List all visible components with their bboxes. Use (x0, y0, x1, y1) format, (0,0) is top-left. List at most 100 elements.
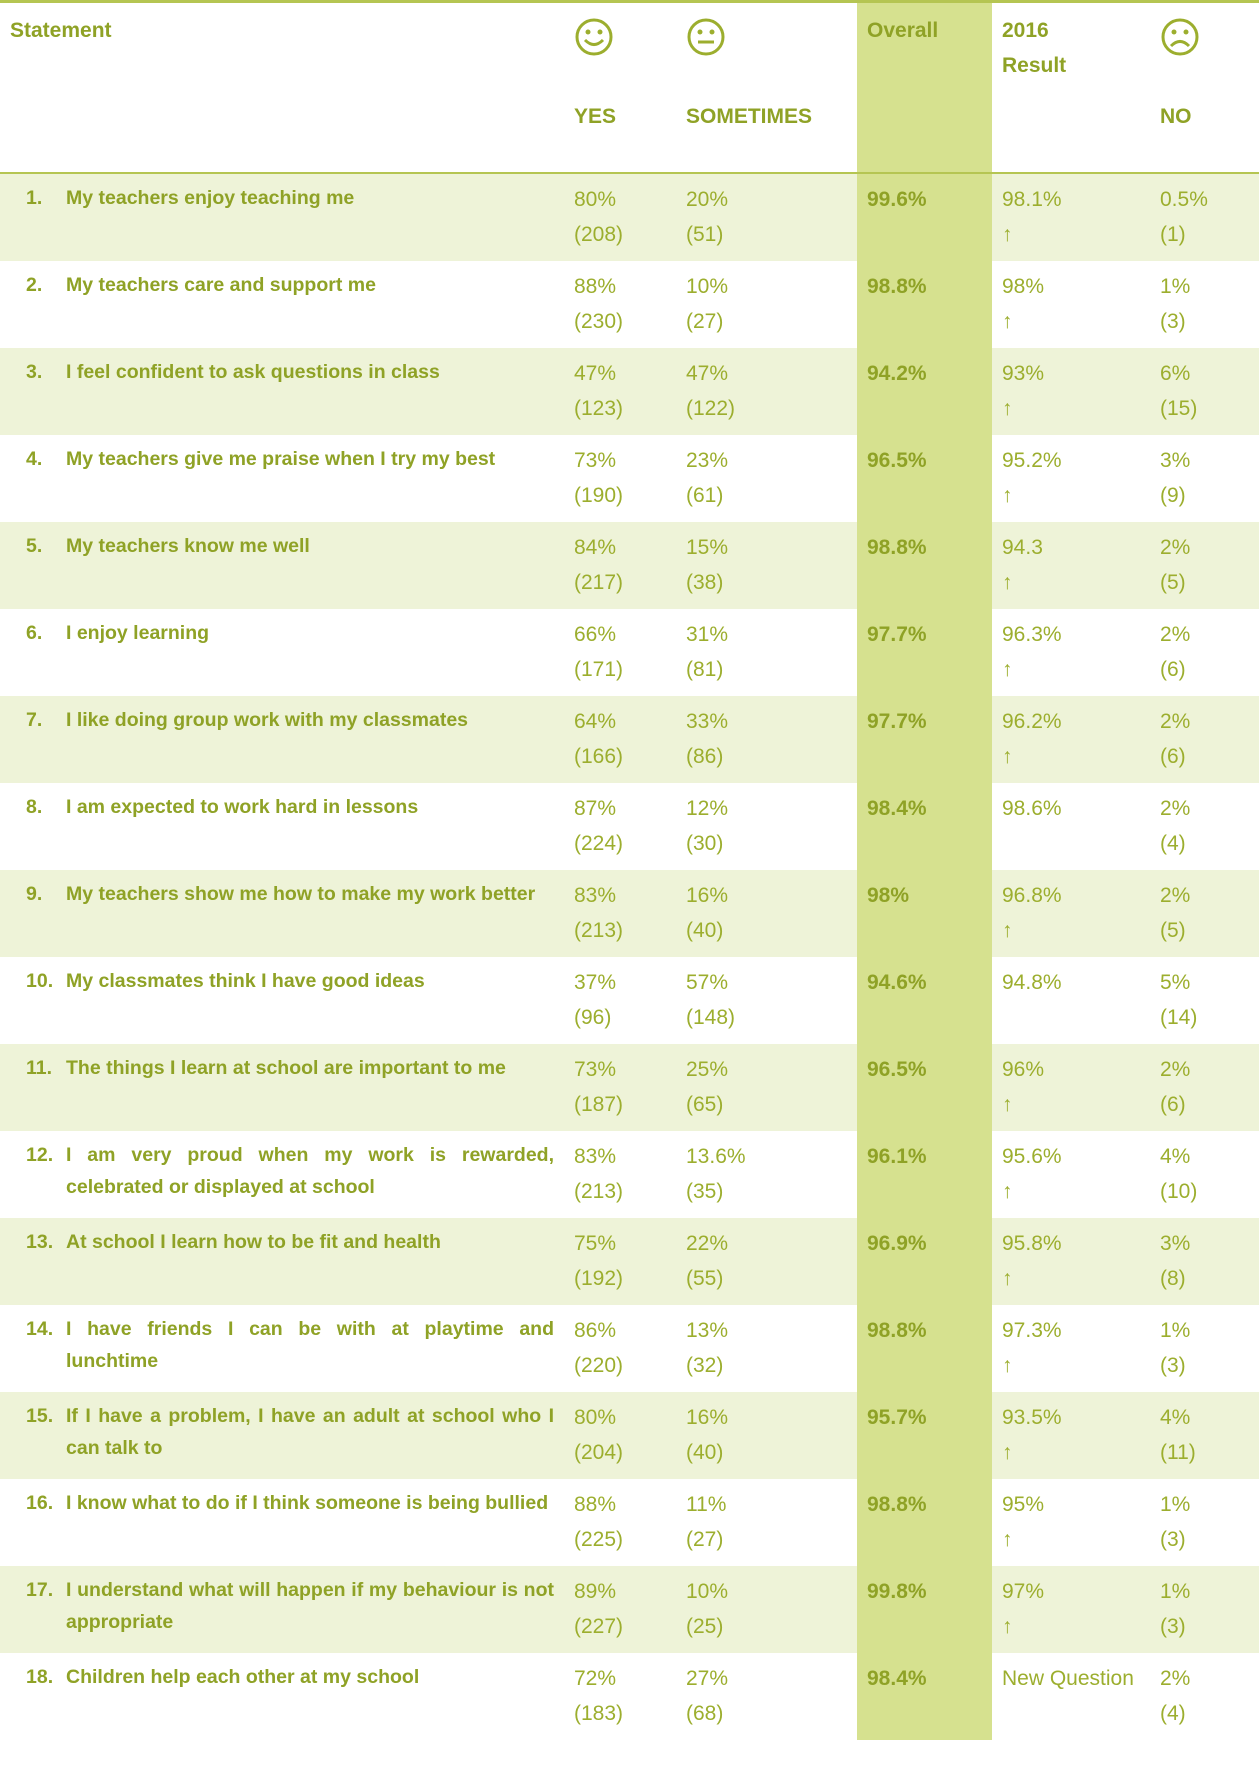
sometimes-cell-value: 13% (686, 1319, 729, 1342)
sometimes-cell-extra: (40) (686, 1441, 724, 1464)
no-cell-extra: (3) (1160, 310, 1186, 333)
statement-wrap: 7. I like doing group work with my classm… (26, 704, 554, 736)
statement-text: At school I learn how to be fit and heal… (66, 1231, 441, 1253)
row-number: 14. (26, 1318, 54, 1340)
statement-wrap: 10. My classmates think I have good ideas (26, 965, 554, 997)
statement-wrap: 1. My teachers enjoy teaching me (26, 182, 554, 214)
sometimes-cell-extra: (122) (686, 397, 736, 420)
yes-cell-value: 88% (574, 275, 617, 298)
row-number: 5. (26, 535, 43, 557)
overall-cell-value: 96.5% (867, 449, 927, 472)
result-2016-cell: 95.8% ↑ (992, 1218, 1150, 1305)
result-2016-cell-extra: ↑ (1002, 919, 1013, 942)
result-2016-cell: 96.3% ↑ (992, 609, 1150, 696)
result-2016-cell-value: New Question (1002, 1667, 1134, 1690)
overall-cell-value: 98.8% (867, 1493, 927, 1516)
overall-cell-value: 99.8% (867, 1580, 927, 1603)
sometimes-cell: 10% (25) (676, 1566, 857, 1653)
yes-cell: 64% (166) (564, 696, 676, 783)
row: 17. I understand what will happen if my b… (0, 1566, 1259, 1653)
sad-icon (1161, 18, 1199, 56)
statement-wrap: 18. Children help each other at my school (26, 1661, 554, 1693)
no-cell: 3% (9) (1150, 435, 1259, 522)
sometimes-cell: 16% (40) (676, 870, 857, 957)
result-2016-cell-extra: ↑ (1002, 1528, 1013, 1551)
row: 2. My teachers care and support me 88% (230… (0, 261, 1259, 348)
sometimes-cell: 15% (38) (676, 522, 857, 609)
sometimes-cell-extra: (68) (686, 1702, 724, 1725)
row-number: 12. (26, 1144, 54, 1166)
row: 11. The things I learn at school are impo… (0, 1044, 1259, 1131)
overall-cell: 94.6% (857, 957, 992, 1044)
sometimes-cell: 47% (122) (676, 348, 857, 435)
sometimes-cell-value: 11% (686, 1493, 727, 1516)
overall-cell: 99.8% (857, 1566, 992, 1653)
header-row: Statement YES SOMETIMES Overall 2016 Res… (0, 1, 1259, 174)
statement-cell: 11. The things I learn at school are impo… (0, 1044, 564, 1131)
happy-icon (575, 18, 613, 56)
yes-cell-value: 73% (574, 449, 617, 472)
sometimes-cell-value: 16% (686, 884, 729, 907)
yes-cell-value: 86% (574, 1319, 617, 1342)
yes-cell-value: 83% (574, 1145, 617, 1168)
sometimes-cell-value: 10% (686, 1580, 729, 1603)
result-2016-cell-value: 95.2% (1002, 449, 1062, 472)
statement-wrap: 4. My teachers give me praise when I try … (26, 443, 554, 475)
result-2016-cell-value: 95.6% (1002, 1145, 1062, 1168)
sometimes-cell-extra: (27) (686, 310, 724, 333)
no-cell: 2% (6) (1150, 696, 1259, 783)
yes-cell-value: 89% (574, 1580, 617, 1603)
yes-cell: 89% (227) (564, 1566, 676, 1653)
row: 13. At school I learn how to be fit and h… (0, 1218, 1259, 1305)
yes-cell-extra: (192) (574, 1267, 624, 1290)
no-cell: 1% (3) (1150, 1566, 1259, 1653)
no-cell-extra: (5) (1160, 919, 1186, 942)
sometimes-cell: 11% (27) (676, 1479, 857, 1566)
statement-text: My teachers enjoy teaching me (66, 187, 355, 209)
result-2016-cell: 94.8% (992, 957, 1150, 1044)
result-2016-cell-extra: ↑ (1002, 310, 1013, 333)
yes-cell: 83% (213) (564, 870, 676, 957)
yes-cell-value: 80% (574, 1406, 617, 1429)
result-2016-cell-value: 95% (1002, 1493, 1045, 1516)
result-2016-cell-extra: ↑ (1002, 745, 1013, 768)
overall-cell-value: 96.1% (867, 1145, 927, 1168)
header-overall: Overall (857, 1, 992, 174)
table-body: 1. My teachers enjoy teaching me 80% (208) 2… (0, 173, 1259, 1740)
result-2016-cell-value: 97% (1002, 1580, 1045, 1603)
yes-cell: 72% (183) (564, 1653, 676, 1740)
overall-cell: 96.1% (857, 1131, 992, 1218)
no-cell-value: 0.5% (1160, 188, 1208, 211)
statement-wrap: 14. I have friends I can be with at playt… (26, 1313, 554, 1377)
yes-cell: 75% (192) (564, 1218, 676, 1305)
yes-cell-value: 64% (574, 710, 617, 733)
no-cell: 1% (3) (1150, 1479, 1259, 1566)
overall-cell-value: 98.8% (867, 1319, 927, 1342)
result-2016-cell-value: 94.3 (1002, 536, 1043, 559)
no-cell: 0.5% (1) (1150, 173, 1259, 261)
statement-wrap: 17. I understand what will happen if my b… (26, 1574, 554, 1638)
row-number: 2. (26, 274, 43, 296)
result-2016-cell-extra: ↑ (1002, 658, 1013, 681)
statement-wrap: 5. My teachers know me well (26, 530, 554, 562)
overall-cell-value: 96.9% (867, 1232, 927, 1255)
statement-cell: 6. I enjoy learning (0, 609, 564, 696)
sometimes-cell-extra: (32) (686, 1354, 724, 1377)
sometimes-cell-extra: (27) (686, 1528, 724, 1551)
overall-cell-value: 97.7% (867, 710, 927, 733)
row: 18. Children help each other at my school… (0, 1653, 1259, 1740)
no-cell-value: 1% (1160, 1580, 1191, 1603)
no-cell-extra: (6) (1160, 1093, 1186, 1116)
sometimes-cell: 57% (148) (676, 957, 857, 1044)
statement-wrap: 15. If I have a problem, I have an adult … (26, 1400, 554, 1464)
sometimes-cell-value: 22% (686, 1232, 729, 1255)
yes-cell-extra: (227) (574, 1615, 624, 1638)
result-2016-cell-value: 93.5% (1002, 1406, 1062, 1429)
result-2016-cell: 96.2% ↑ (992, 696, 1150, 783)
yes-cell-value: 73% (574, 1058, 617, 1081)
no-cell: 4% (11) (1150, 1392, 1259, 1479)
statement-cell: 12. I am very proud when my work is rewar… (0, 1131, 564, 1218)
no-cell-extra: (3) (1160, 1354, 1186, 1377)
